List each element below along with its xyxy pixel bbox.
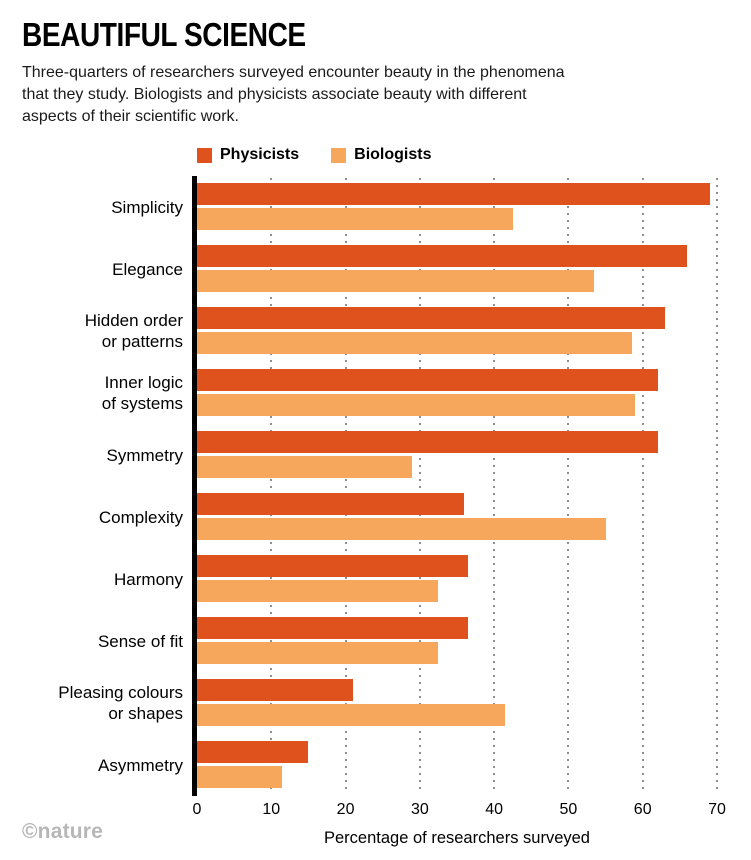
x-axis-label: Percentage of researchers surveyed <box>324 829 590 848</box>
legend-item-physicists: Physicists <box>197 146 299 164</box>
bar-physicists <box>197 493 465 516</box>
legend: Physicists Biologists <box>197 146 751 164</box>
gridline <box>716 178 718 795</box>
category-row: Simplicity <box>22 176 717 238</box>
bar-physicists <box>197 431 658 454</box>
category-label: Complexity <box>98 507 183 527</box>
bar-physicists <box>197 307 665 330</box>
x-ticks: 0 10 20 30 40 50 60 70 <box>193 801 726 823</box>
bar-biologists <box>197 270 595 293</box>
bar-biologists <box>197 518 606 541</box>
gridline <box>418 178 421 795</box>
bar-biologists <box>197 766 283 789</box>
bar-biologists <box>197 642 439 665</box>
nature-logo: ©nature <box>22 820 104 843</box>
bar-pair <box>197 238 717 300</box>
y-axis-line <box>192 176 197 797</box>
bar-pair <box>197 610 717 672</box>
category-row: Harmony <box>22 548 717 610</box>
legend-label: Physicists <box>220 146 300 164</box>
bar-biologists <box>197 456 413 479</box>
gridline <box>641 178 644 795</box>
legend-item-biologists: Biologists <box>331 146 432 164</box>
bar-physicists <box>197 555 469 578</box>
bar-biologists <box>197 394 636 417</box>
gridline <box>344 178 347 795</box>
bar-pair <box>197 486 717 548</box>
category-label: Pleasing colours or shapes <box>58 682 183 724</box>
bar-biologists <box>197 580 439 603</box>
chart-area: Simplicity Elegance Hidden order or patter… <box>0 176 751 848</box>
x-tick-label: 0 <box>192 801 202 819</box>
category-label: Elegance <box>112 259 183 279</box>
bar-physicists <box>197 369 658 392</box>
bar-physicists <box>197 679 353 702</box>
x-tick-label: 70 <box>708 801 726 819</box>
category-label: Asymmetry <box>98 755 183 775</box>
bar-pair <box>197 300 717 362</box>
bar-physicists <box>197 183 710 206</box>
gridline <box>270 178 273 795</box>
category-label: Hidden order or patterns <box>84 310 183 352</box>
category-row: Elegance <box>22 238 717 300</box>
x-tick-label: 50 <box>559 801 578 819</box>
category-label: Harmony <box>114 569 183 589</box>
category-label: Inner logic of systems <box>101 372 183 414</box>
bar-biologists <box>197 208 513 231</box>
bar-pair <box>197 548 717 610</box>
x-tick-label: 30 <box>410 801 429 819</box>
category-row: Inner logic of systems <box>22 362 717 424</box>
grid-overlay <box>192 176 718 797</box>
bar-biologists <box>197 332 632 355</box>
bar-physicists <box>197 741 309 764</box>
legend-swatch <box>197 147 212 163</box>
bar-biologists <box>197 704 506 727</box>
x-tick-label: 20 <box>336 801 355 819</box>
category-label: Simplicity <box>111 197 183 217</box>
category-row: Pleasing colours or shapes <box>22 672 717 734</box>
legend-label: Biologists <box>354 146 432 164</box>
bar-groups: Simplicity Elegance Hidden order or patter… <box>22 176 718 797</box>
category-label: Symmetry <box>106 445 184 465</box>
bar-pair <box>197 424 717 486</box>
bar-pair <box>197 734 717 796</box>
category-row: Hidden order or patterns <box>22 300 717 362</box>
category-row: Asymmetry <box>22 734 717 796</box>
category-label: Sense of fit <box>97 631 183 651</box>
header: BEAUTIFUL SCIENCE Three-quarters of rese… <box>0 0 751 128</box>
x-tick-label: 10 <box>262 801 281 819</box>
x-tick-label: 40 <box>485 801 504 819</box>
gridline <box>493 178 496 795</box>
bar-physicists <box>197 617 469 640</box>
category-row: Sense of fit <box>22 610 717 672</box>
x-tick-label: 60 <box>633 801 652 819</box>
bar-pair <box>197 362 717 424</box>
category-row: Symmetry <box>22 424 717 486</box>
gridline <box>567 178 570 795</box>
bar-physicists <box>197 245 688 268</box>
chart-subtitle: Three-quarters of researchers surveyed e… <box>22 64 565 126</box>
category-row: Complexity <box>22 486 717 548</box>
chart-title: BEAUTIFUL SCIENCE <box>22 16 306 53</box>
bar-pair <box>197 176 717 238</box>
legend-swatch <box>331 147 347 163</box>
bar-pair <box>197 672 717 734</box>
